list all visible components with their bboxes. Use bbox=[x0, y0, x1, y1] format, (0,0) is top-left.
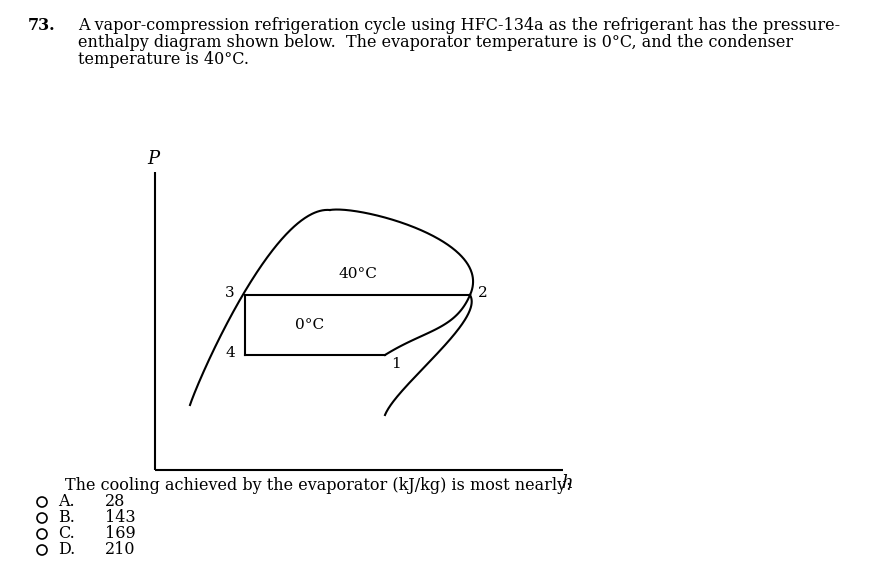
Text: 40°C: 40°C bbox=[338, 267, 377, 281]
Text: D.: D. bbox=[58, 541, 75, 558]
Text: A vapor-compression refrigeration cycle using HFC-134a as the refrigerant has th: A vapor-compression refrigeration cycle … bbox=[78, 17, 840, 34]
Text: 1: 1 bbox=[391, 357, 400, 371]
Text: B.: B. bbox=[58, 510, 75, 527]
Text: 143: 143 bbox=[105, 510, 135, 527]
Text: 73.: 73. bbox=[28, 17, 56, 34]
Text: 0°C: 0°C bbox=[295, 318, 324, 332]
Text: P: P bbox=[147, 150, 159, 168]
Text: 210: 210 bbox=[105, 541, 135, 558]
Text: h: h bbox=[561, 474, 573, 492]
Text: 3: 3 bbox=[225, 286, 235, 300]
Text: 2: 2 bbox=[478, 286, 488, 300]
Text: The cooling achieved by the evaporator (kJ/kg) is most nearly:: The cooling achieved by the evaporator (… bbox=[65, 477, 571, 494]
Text: enthalpy diagram shown below.  The evaporator temperature is 0°C, and the conden: enthalpy diagram shown below. The evapor… bbox=[78, 34, 793, 51]
Text: 28: 28 bbox=[105, 493, 126, 511]
Text: C.: C. bbox=[58, 525, 75, 542]
Text: A.: A. bbox=[58, 493, 74, 511]
Text: 169: 169 bbox=[105, 525, 136, 542]
Text: temperature is 40°C.: temperature is 40°C. bbox=[78, 51, 249, 68]
Text: 4: 4 bbox=[225, 346, 235, 360]
